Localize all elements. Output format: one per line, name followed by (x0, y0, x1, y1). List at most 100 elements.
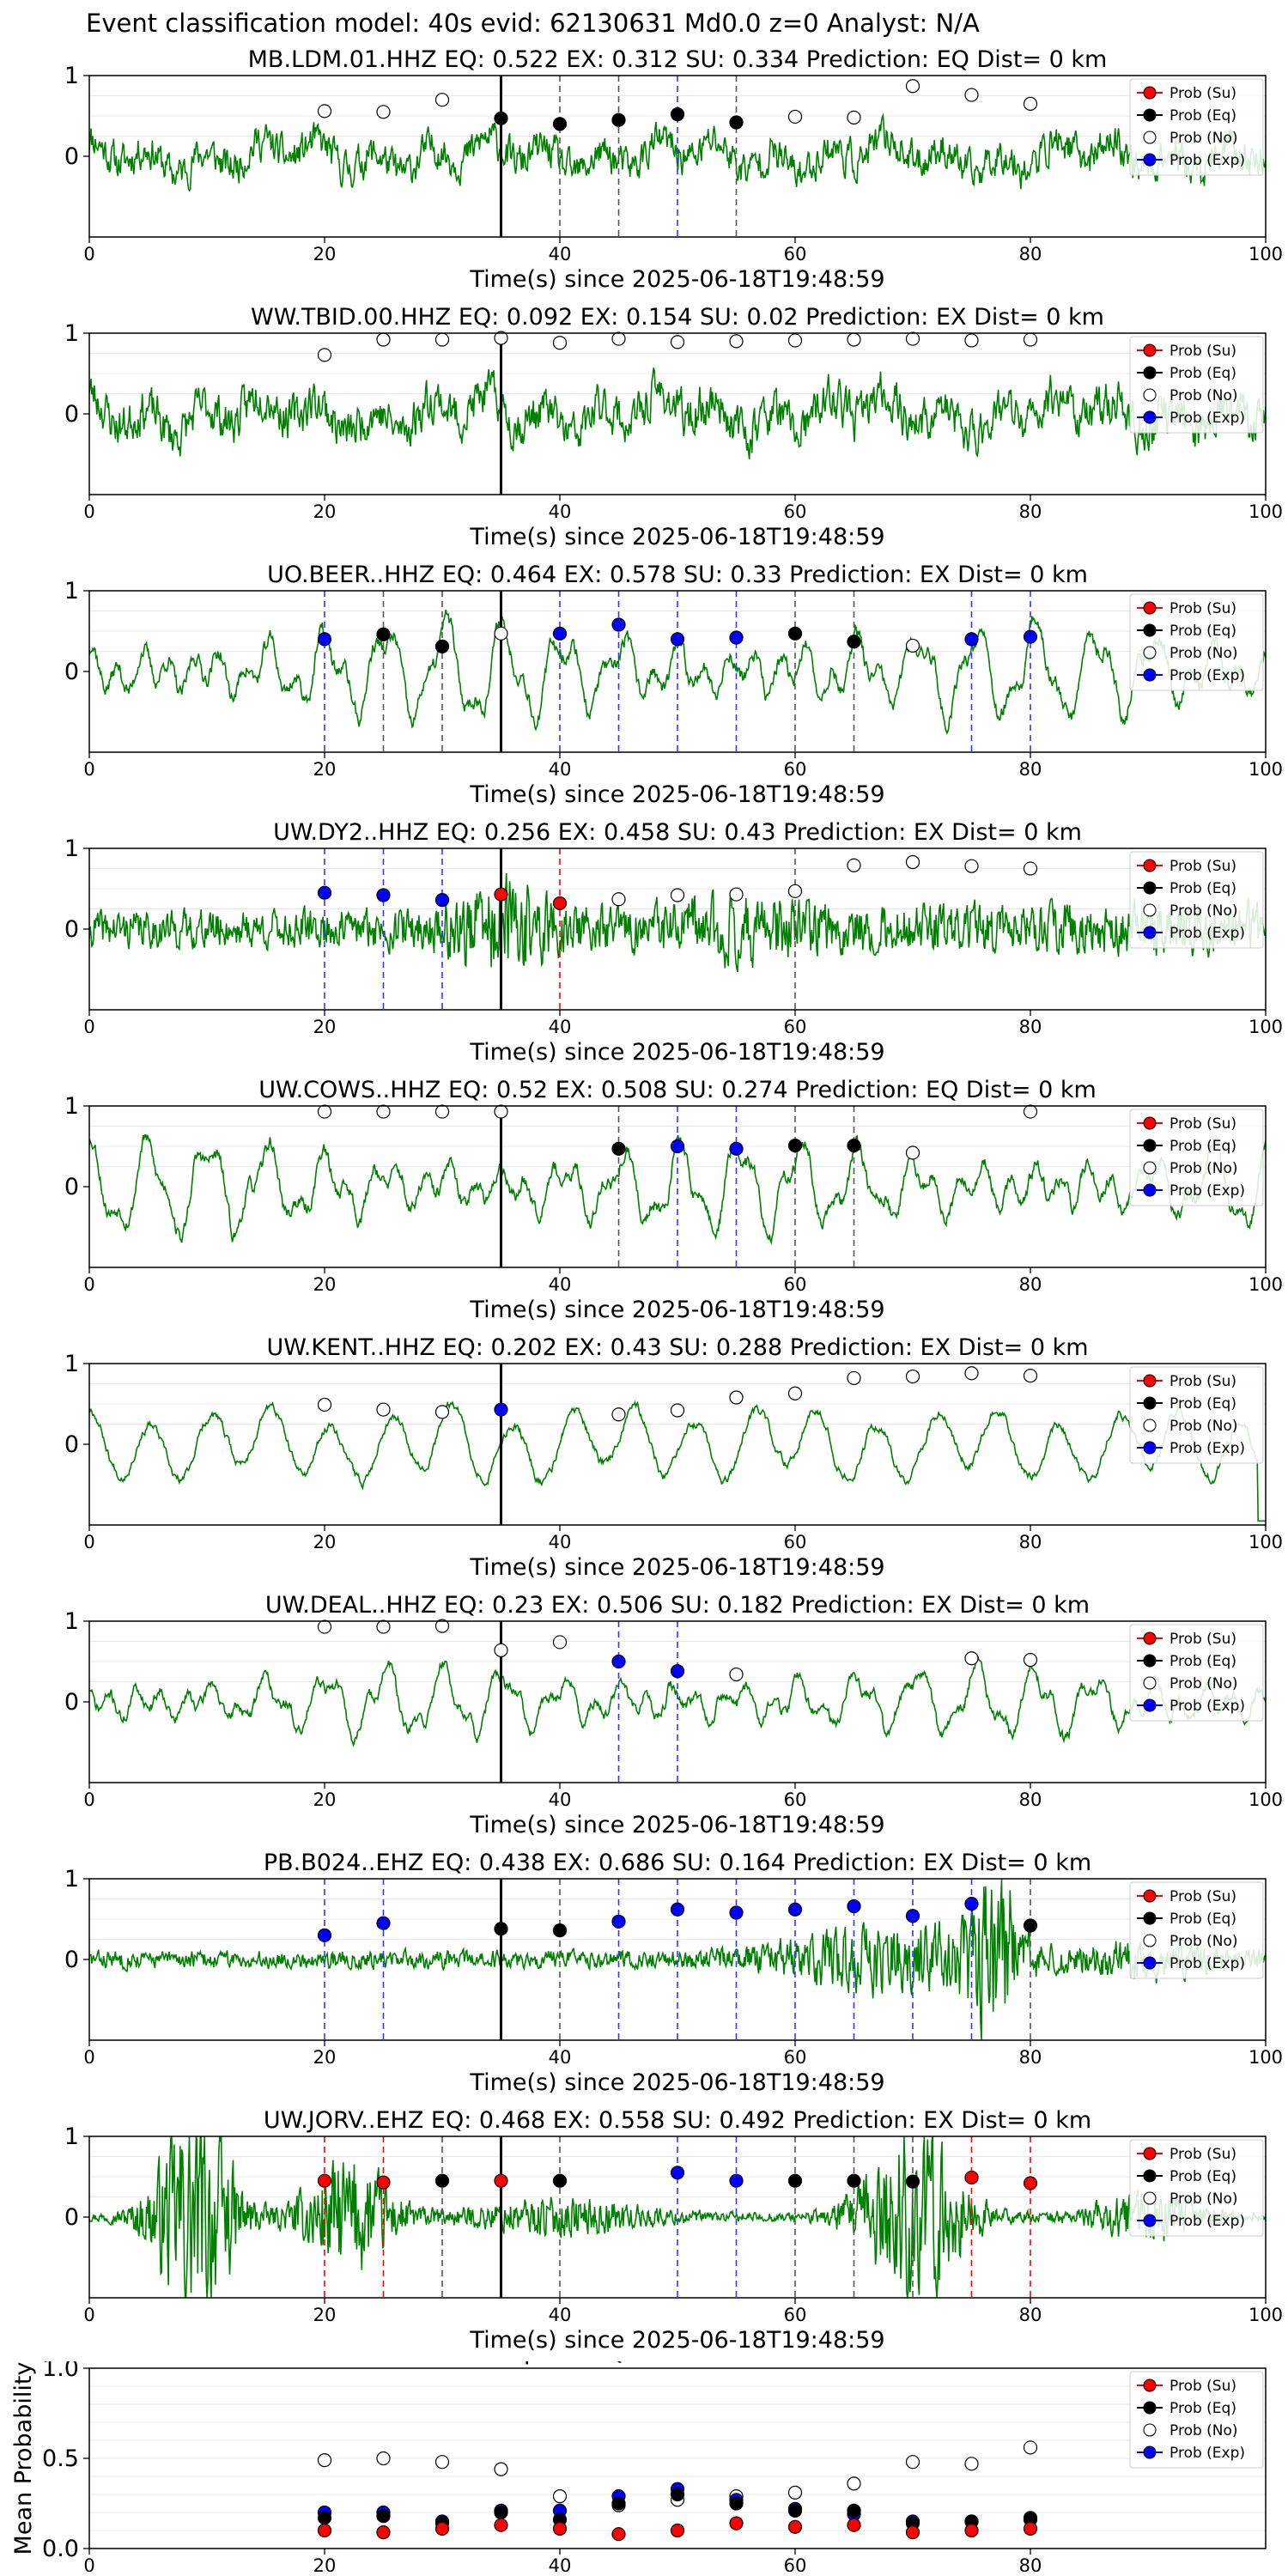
legend-marker (1143, 86, 1157, 100)
mean-probability-point (964, 2457, 979, 2471)
probability-point (376, 332, 391, 347)
station-panel: UO.BEER..HHZ EQ: 0.464 EX: 0.578 SU: 0.3… (64, 562, 1283, 808)
legend-marker (1143, 1441, 1157, 1455)
legend: Prob (Su) Prob (Eq) Prob (No) Prob (Exp) (1129, 78, 1264, 176)
probability-point (729, 887, 744, 902)
probability-point (494, 111, 508, 125)
mean-probability-point (729, 2516, 744, 2530)
legend-box (1129, 851, 1264, 949)
legend-label: Prob (No) (1170, 1418, 1238, 1435)
probability-point (729, 1667, 744, 1682)
legend-label: Prob (Su) (1170, 600, 1236, 617)
mean-probability-point (729, 2496, 744, 2511)
waveform-trace (89, 872, 1266, 973)
mean-probability-point (847, 2503, 861, 2518)
probability-point (787, 109, 803, 125)
probability-point (552, 1635, 568, 1649)
x-axis-label: Time(s) since 2025-06-18T19:48:59 (469, 781, 884, 808)
y-tick-label: 1 (64, 1866, 79, 1893)
legend-label: Prob (Exp) (1170, 2445, 1245, 2462)
y-tick-label: 1 (64, 1351, 79, 1377)
probability-point (905, 2174, 920, 2189)
legend-marker (1143, 1396, 1157, 1410)
legend: Prob (Su) Prob (Eq) Prob (No) Prob (Exp) (1129, 593, 1264, 691)
legend-marker (1143, 2445, 1157, 2459)
mean-probability-point (552, 2521, 568, 2536)
probability-point (964, 1366, 979, 1381)
probability-point (1023, 96, 1038, 112)
y-tick-label: 1 (64, 1608, 79, 1635)
probability-point (670, 1403, 685, 1418)
probability-point (905, 79, 920, 94)
probability-point (729, 1141, 744, 1156)
waveform-trace (89, 368, 1266, 459)
probability-point (670, 1664, 685, 1679)
x-tick-label: 100 (1249, 2047, 1283, 2068)
x-tick-label: 60 (784, 1274, 807, 1295)
probability-point (611, 112, 626, 127)
mean-probability-chart: evid: 62130631 Md0.0 Mean prob: EQ: 0.35… (10, 2361, 1267, 2572)
legend-box (1129, 1881, 1264, 1979)
mean-probability-point (317, 2523, 332, 2538)
legend-marker (1143, 903, 1157, 917)
probability-point (729, 630, 744, 645)
probability-point (611, 1141, 626, 1156)
probability-point (729, 1390, 744, 1405)
mean-probability-point (847, 2518, 861, 2532)
probability-point (964, 88, 979, 102)
legend-marker (1143, 388, 1157, 402)
legend-label: Prob (Exp) (1170, 1698, 1245, 1715)
legend-label: Prob (Su) (1170, 858, 1236, 875)
x-tick-label: 60 (784, 1789, 807, 1810)
x-tick-label: 80 (1019, 501, 1042, 522)
probability-point (611, 1654, 626, 1669)
legend-marker (1143, 1631, 1157, 1645)
x-tick-label: 60 (784, 244, 807, 264)
y-tick-label: 0.5 (42, 2445, 79, 2472)
probability-point (611, 1407, 626, 1422)
probability-point (611, 331, 626, 346)
x-tick-label: 40 (549, 759, 572, 780)
legend-marker (1143, 926, 1157, 939)
x-tick-label: 0 (83, 2555, 94, 2572)
station-panel: UW.DEAL..HHZ EQ: 0.23 EX: 0.506 SU: 0.18… (64, 1592, 1283, 1838)
x-tick-label: 80 (1019, 759, 1042, 780)
legend-label: Prob (No) (1170, 1675, 1238, 1692)
legend-label: Prob (No) (1170, 1933, 1238, 1950)
legend-marker (1143, 1139, 1157, 1152)
probability-point (964, 1651, 979, 1666)
legend-marker (1143, 1161, 1157, 1175)
legend-label: Prob (Exp) (1170, 925, 1245, 942)
x-tick-label: 80 (1019, 2305, 1042, 2325)
x-tick-label: 60 (784, 1017, 807, 1037)
y-tick-label: 0 (64, 1174, 79, 1200)
y-tick-label: 1 (64, 1093, 79, 1120)
probability-point (787, 1902, 803, 1917)
probability-point (787, 333, 803, 348)
legend-marker (1143, 1374, 1157, 1388)
y-tick-label: 1.0 (42, 2361, 79, 2382)
legend-box (1129, 78, 1264, 176)
probability-point (494, 1922, 508, 1936)
legend-box (1129, 1624, 1264, 1722)
legend-label: Prob (Su) (1170, 2146, 1236, 2163)
legend-label: Prob (Eq) (1170, 1911, 1236, 1928)
x-axis-label: Time(s) since 2025-06-18T19:48:59 (469, 1039, 884, 1066)
mean-probability-point (670, 2487, 685, 2502)
probability-point (434, 893, 450, 908)
legend-marker (1143, 366, 1157, 380)
legend-marker (1143, 2191, 1157, 2205)
panel-title: PB.B024..EHZ EQ: 0.438 EX: 0.686 SU: 0.1… (264, 1850, 1091, 1876)
legend: Prob (Su) Prob (Eq) Prob (No) Prob (Exp) (1129, 2371, 1264, 2469)
legend-label: Prob (Eq) (1170, 1653, 1236, 1670)
mean-probability-point (494, 2505, 508, 2520)
probability-point (670, 2166, 685, 2180)
probability-point (552, 626, 568, 641)
probability-point (729, 334, 744, 349)
probability-point (964, 1897, 979, 1911)
probability-point (1023, 1104, 1038, 1119)
y-tick-label: 1 (64, 320, 79, 347)
station-panel: UW.COWS..HHZ EQ: 0.52 EX: 0.508 SU: 0.27… (64, 1077, 1283, 1323)
x-tick-label: 60 (784, 1532, 807, 1552)
legend: Prob (Su) Prob (Eq) Prob (No) Prob (Exp) (1129, 1881, 1264, 1979)
